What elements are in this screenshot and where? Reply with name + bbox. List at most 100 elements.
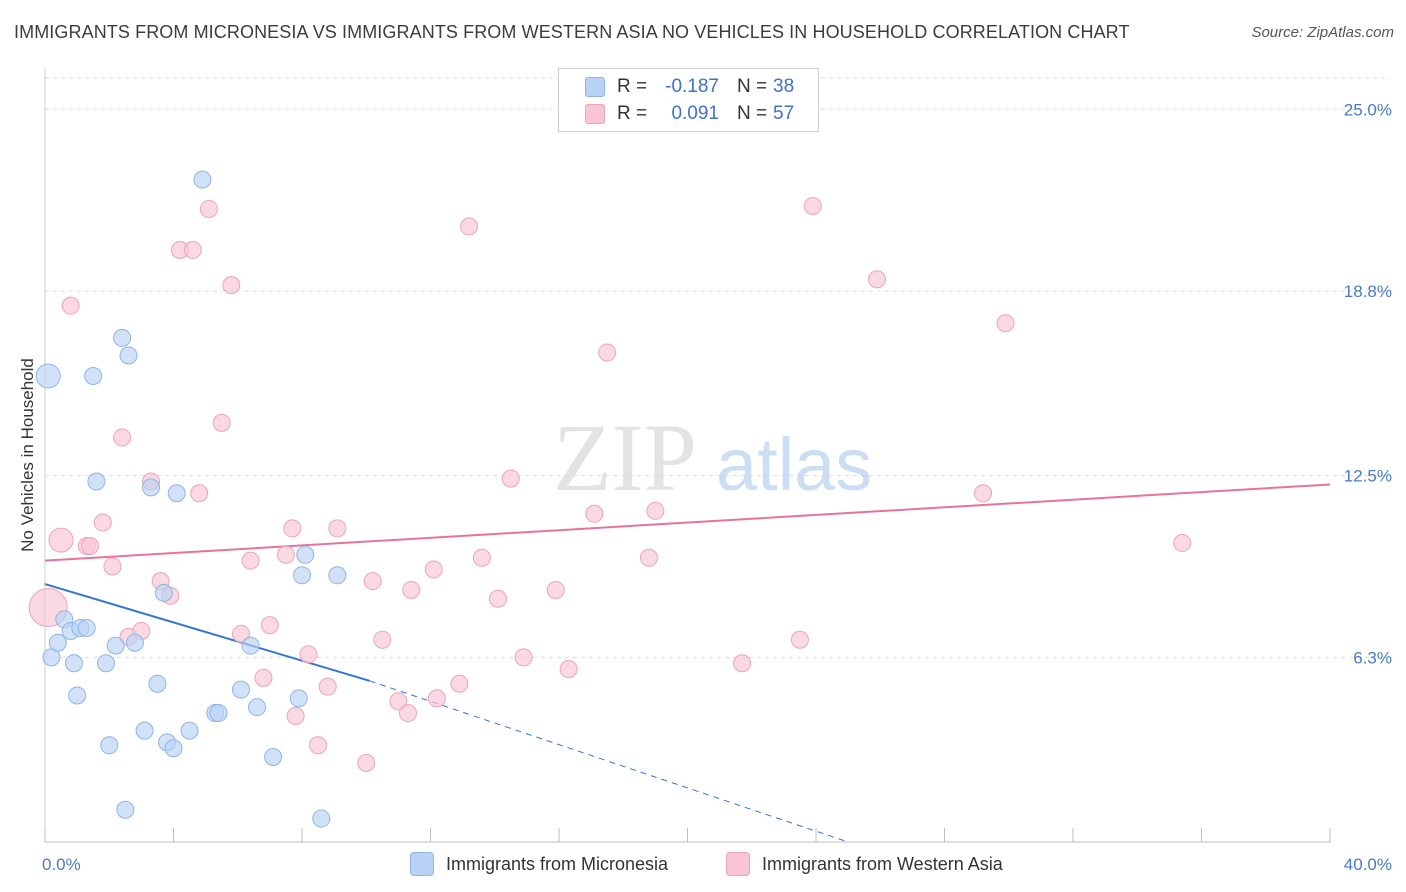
micronesia-point <box>154 583 173 602</box>
legend-row-western-asia: R = 0.091 N = 57 <box>585 102 794 126</box>
micronesia-point <box>113 328 132 347</box>
western-asia-point <box>260 616 279 635</box>
legend-r-value: -0.187 <box>665 76 719 97</box>
micronesia-point <box>116 800 135 819</box>
axes <box>44 68 1331 843</box>
micronesia-point <box>135 721 154 740</box>
western-asia-point <box>93 513 112 532</box>
western-asia-point <box>299 645 318 664</box>
legend-n-value: 57 <box>773 103 795 124</box>
micronesia-point <box>97 654 116 673</box>
gridlines <box>45 77 1390 658</box>
micronesia-point <box>148 674 167 693</box>
western-asia-point <box>183 240 202 259</box>
y-tick-label: 6.3% <box>1353 648 1392 667</box>
micronesia-point <box>293 566 311 585</box>
micronesia-trend-extension <box>369 680 849 843</box>
micronesia-point <box>193 170 212 189</box>
watermark-atlas: atlas <box>716 423 872 506</box>
x-tick-labels: 0.0% 40.0% <box>42 855 1392 874</box>
western-asia-point <box>328 519 347 538</box>
legend: R = -0.187 N = 38 R = 0.091 N = 57 <box>558 68 819 132</box>
western-asia-point <box>450 674 469 693</box>
micronesia-point <box>125 633 144 652</box>
micronesia-point <box>231 680 250 699</box>
legend-swatch-pink <box>585 104 605 124</box>
western-asia-point <box>790 630 809 649</box>
western-asia-point <box>276 545 295 564</box>
western-asia-point <box>222 276 241 295</box>
y-tick-label: 18.8% <box>1344 282 1392 301</box>
y-axis-title: No Vehicles in Household <box>18 358 37 552</box>
chart-title: IMMIGRANTS FROM MICRONESIA VS IMMIGRANTS… <box>14 22 1130 42</box>
legend-n-label: N = <box>737 76 768 97</box>
western-asia-point <box>212 413 231 432</box>
micronesia-point <box>328 566 347 585</box>
bottom-legend-swatch-pink <box>726 852 750 876</box>
watermark: ZIP atlas <box>553 404 872 511</box>
western-asia-point <box>402 580 421 599</box>
micronesia-point <box>312 809 331 828</box>
y-tick-label: 12.5% <box>1344 467 1392 486</box>
western-asia-point <box>373 630 392 649</box>
micronesia-point <box>100 736 119 755</box>
western-asia-point <box>389 692 408 711</box>
bottom-legend-western-asia: Immigrants from Western Asia <box>726 852 1003 876</box>
western-asia-point <box>646 501 665 520</box>
western-asia-point <box>190 484 209 503</box>
western-asia-point <box>1173 534 1192 553</box>
micronesia-point <box>106 636 125 655</box>
western-asia-point <box>363 572 382 591</box>
micronesia-point <box>142 478 161 497</box>
western-asia-point <box>472 548 491 567</box>
western-asia-point <box>103 557 122 576</box>
micronesia-point <box>248 698 267 717</box>
western-asia-point <box>559 660 578 679</box>
micronesia-point <box>35 363 61 389</box>
legend-n-value: 38 <box>773 76 795 97</box>
legend-swatch-blue <box>585 77 605 97</box>
western-asia-point <box>318 677 337 696</box>
micronesia-trend-line <box>44 583 370 682</box>
western-asia-point <box>868 270 887 289</box>
western-asia-point <box>514 648 533 667</box>
legend-n-label: N = <box>737 103 768 124</box>
western-asia-point <box>254 668 273 687</box>
western-asia-point <box>733 654 752 673</box>
micronesia-point <box>241 636 260 655</box>
western-asia-point <box>61 296 80 315</box>
western-asia-point <box>501 469 520 488</box>
micronesia-point <box>119 346 138 365</box>
western-asia-point <box>546 580 565 599</box>
micronesia-point <box>77 619 96 638</box>
western-asia-point <box>996 314 1015 333</box>
western-asia-point <box>113 428 132 447</box>
micronesia-point <box>289 689 308 708</box>
y-tick-labels: 6.3% 12.5% 18.8% 25.0% <box>1344 100 1392 667</box>
western-asia-point <box>309 736 328 755</box>
western-asia-point <box>460 217 479 236</box>
data-points <box>28 170 1192 828</box>
watermark-zip: ZIP <box>553 404 697 511</box>
western-asia-trend-line <box>44 483 1331 562</box>
western-asia-point <box>585 504 604 523</box>
x-tick-label: 40.0% <box>1344 855 1392 874</box>
western-asia-point <box>48 527 74 553</box>
micronesia-point <box>180 721 199 740</box>
bottom-legend-label: Immigrants from Western Asia <box>762 853 1003 874</box>
bottom-legend-micronesia: Immigrants from Micronesia <box>410 852 668 876</box>
micronesia-point <box>64 654 83 673</box>
western-asia-point <box>199 199 218 218</box>
micronesia-point <box>84 367 103 386</box>
western-asia-point <box>974 484 993 503</box>
western-asia-point <box>399 704 418 723</box>
legend-row-micronesia: R = -0.187 N = 38 <box>585 75 794 99</box>
legend-r-label: R = <box>617 76 648 97</box>
western-asia-point <box>639 548 658 567</box>
legend-r-value: 0.091 <box>671 103 719 124</box>
micronesia-point <box>87 472 106 491</box>
western-asia-point <box>803 197 822 216</box>
x-tick-label: 0.0% <box>42 855 81 874</box>
trend-lines <box>44 483 1331 843</box>
